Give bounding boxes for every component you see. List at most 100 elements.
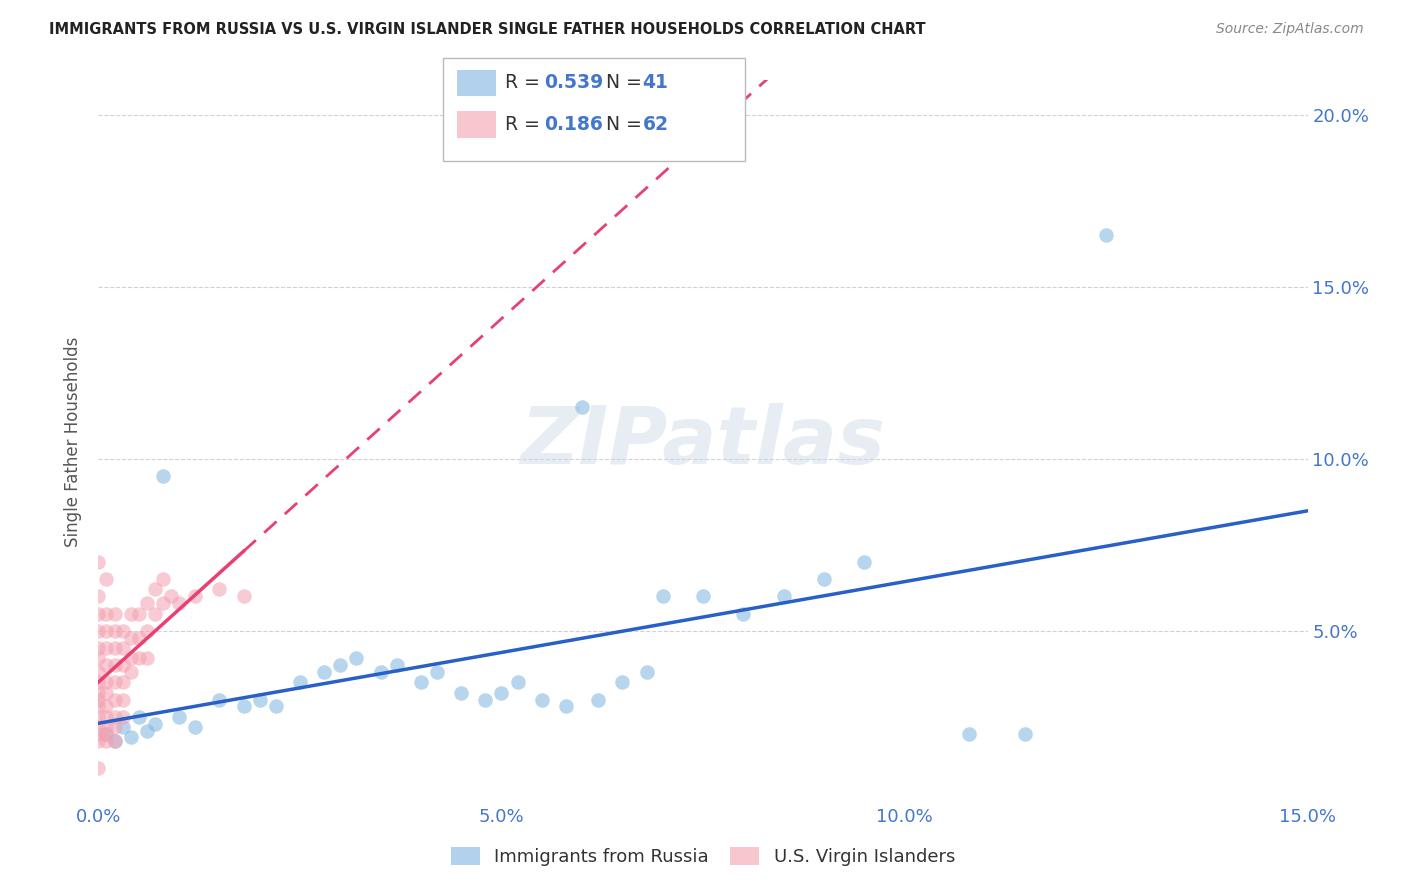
- Point: [208, 692, 231, 706]
- Point: [385, 658, 408, 673]
- Point: [87, 720, 110, 734]
- Text: 0.539: 0.539: [544, 73, 603, 93]
- Point: [87, 590, 110, 604]
- Point: [167, 596, 190, 610]
- Point: [87, 665, 110, 679]
- Point: [264, 699, 287, 714]
- Point: [586, 692, 609, 706]
- Point: [96, 572, 118, 586]
- Point: [87, 675, 110, 690]
- Point: [506, 675, 529, 690]
- Point: [96, 734, 118, 748]
- Point: [96, 686, 118, 700]
- Point: [491, 686, 513, 700]
- Legend: Immigrants from Russia, U.S. Virgin Islanders: Immigrants from Russia, U.S. Virgin Isla…: [444, 839, 962, 873]
- Point: [87, 624, 110, 638]
- Point: [135, 624, 157, 638]
- Point: [474, 692, 496, 706]
- Point: [571, 400, 593, 414]
- Point: [692, 590, 714, 604]
- Point: [1095, 228, 1118, 243]
- Point: [329, 658, 352, 673]
- Point: [111, 658, 134, 673]
- Point: [128, 631, 150, 645]
- Point: [103, 734, 125, 748]
- Point: [450, 686, 472, 700]
- Point: [87, 555, 110, 569]
- Point: [853, 555, 876, 569]
- Point: [96, 607, 118, 621]
- Point: [96, 727, 118, 741]
- Point: [555, 699, 578, 714]
- Point: [409, 675, 432, 690]
- Point: [120, 631, 142, 645]
- Point: [249, 692, 271, 706]
- Point: [135, 651, 157, 665]
- Point: [87, 727, 110, 741]
- Text: IMMIGRANTS FROM RUSSIA VS U.S. VIRGIN ISLANDER SINGLE FATHER HOUSEHOLDS CORRELAT: IMMIGRANTS FROM RUSSIA VS U.S. VIRGIN IS…: [49, 22, 925, 37]
- Point: [232, 699, 254, 714]
- Point: [208, 582, 231, 597]
- Point: [530, 692, 553, 706]
- Text: 62: 62: [643, 115, 668, 135]
- Text: 41: 41: [643, 73, 668, 93]
- Point: [96, 720, 118, 734]
- Text: N =: N =: [606, 73, 648, 93]
- Point: [96, 675, 118, 690]
- Point: [96, 624, 118, 638]
- Point: [103, 720, 125, 734]
- Point: [152, 572, 174, 586]
- Text: Source: ZipAtlas.com: Source: ZipAtlas.com: [1216, 22, 1364, 37]
- Point: [813, 572, 835, 586]
- Point: [152, 596, 174, 610]
- Point: [111, 720, 134, 734]
- Point: [87, 651, 110, 665]
- Point: [232, 590, 254, 604]
- Point: [111, 624, 134, 638]
- Point: [651, 590, 673, 604]
- Text: N =: N =: [606, 115, 648, 135]
- Point: [1014, 727, 1036, 741]
- Point: [103, 658, 125, 673]
- Point: [103, 692, 125, 706]
- Point: [87, 692, 110, 706]
- Point: [87, 761, 110, 775]
- Point: [120, 731, 142, 745]
- Point: [96, 699, 118, 714]
- Point: [288, 675, 311, 690]
- Text: 0.186: 0.186: [544, 115, 603, 135]
- Point: [612, 675, 634, 690]
- Point: [87, 710, 110, 724]
- Point: [103, 675, 125, 690]
- Point: [135, 723, 157, 738]
- Point: [143, 607, 166, 621]
- Point: [103, 710, 125, 724]
- Point: [87, 734, 110, 748]
- Point: [96, 727, 118, 741]
- Point: [111, 675, 134, 690]
- Point: [143, 582, 166, 597]
- Point: [370, 665, 392, 679]
- Text: R =: R =: [505, 73, 546, 93]
- Point: [344, 651, 367, 665]
- Point: [426, 665, 449, 679]
- Point: [957, 727, 980, 741]
- Point: [111, 692, 134, 706]
- Point: [135, 596, 157, 610]
- Text: R =: R =: [505, 115, 546, 135]
- Point: [96, 710, 118, 724]
- Text: ZIPatlas: ZIPatlas: [520, 402, 886, 481]
- Point: [87, 640, 110, 655]
- Point: [120, 665, 142, 679]
- Point: [87, 686, 110, 700]
- Point: [111, 710, 134, 724]
- Point: [111, 640, 134, 655]
- Point: [120, 607, 142, 621]
- Point: [733, 607, 755, 621]
- Point: [184, 590, 207, 604]
- Point: [103, 734, 125, 748]
- Point: [167, 710, 190, 724]
- Point: [143, 716, 166, 731]
- Point: [772, 590, 794, 604]
- Point: [87, 607, 110, 621]
